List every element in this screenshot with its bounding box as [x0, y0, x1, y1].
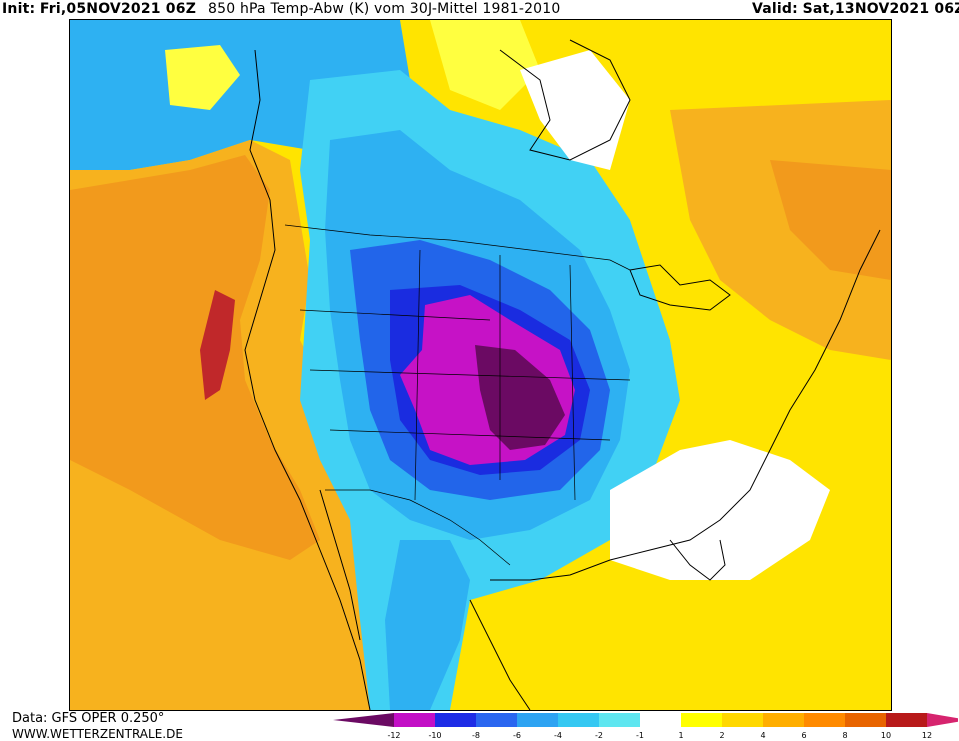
field-hudson-neutral [520, 50, 630, 170]
field-atlantic-canada-warmer [770, 160, 891, 280]
legend-tick-label: 6 [801, 731, 806, 740]
gulf-coast [490, 229, 881, 581]
anomaly-map[interactable] [69, 19, 892, 711]
legend-swatch [476, 713, 517, 727]
legend-tick-label: 1 [678, 731, 683, 740]
field-texas-cool [385, 540, 470, 710]
data-source: Data: GFS OPER 0.250° [12, 711, 165, 726]
legend-swatch [681, 713, 722, 727]
color-legend: -12 -10 -8 -6 -4 -2 -1 1 2 4 6 8 10 12 [333, 713, 958, 740]
legend-tick-label: -1 [636, 731, 644, 740]
baja-coast [319, 489, 361, 641]
field-atlantic-canada-warm [670, 100, 891, 360]
great-lakes [629, 264, 731, 311]
field-arctic-warm [430, 20, 540, 110]
legend-tick-label: 4 [760, 731, 765, 740]
canada-us-border [284, 224, 631, 271]
field-gulf-warm [450, 580, 891, 710]
field-aleutian-warm [165, 45, 240, 110]
legend-swatch [845, 713, 886, 727]
florida [669, 539, 726, 581]
field-southeast-neutral [610, 440, 830, 580]
valid-label: Valid: [752, 1, 798, 17]
legend-tick-label: -10 [428, 731, 441, 740]
website-link[interactable]: WWW.WETTERZENTRALE.DE [12, 727, 183, 741]
legend-tick-label: 12 [922, 731, 932, 740]
legend-swatch [394, 713, 435, 727]
legend-swatch [763, 713, 804, 727]
legend-swatch [804, 713, 845, 727]
legend-tick-label: 2 [719, 731, 724, 740]
legend-tick-label: -12 [387, 731, 400, 740]
legend-swatch [640, 713, 681, 727]
coastlines [244, 39, 881, 710]
west-coast [244, 49, 371, 710]
legend-swatch [599, 713, 640, 727]
legend-swatch [333, 713, 394, 727]
legend-tick-label: -6 [513, 731, 521, 740]
legend-swatch [927, 713, 958, 727]
map-title: 850 hPa Temp-Abw (K) vom 30J-Mittel 1981… [208, 1, 561, 17]
field-pacific-warmer [70, 155, 320, 560]
legend-swatches [333, 713, 958, 727]
legend-tick-label: -4 [554, 731, 562, 740]
legend-swatch [886, 713, 927, 727]
us-mexico-border [325, 489, 511, 566]
borders [284, 224, 631, 566]
legend-swatch [517, 713, 558, 727]
hudson-bay [499, 39, 631, 161]
init-value: Fri,05NOV2021 06Z [39, 1, 197, 17]
valid-time: Valid: Sat,13NOV2021 06Z [752, 1, 959, 17]
mexico-coast [469, 599, 531, 710]
field-california-hot [200, 290, 235, 400]
legend-ticks: -12 -10 -8 -6 -4 -2 -1 1 2 4 6 8 10 12 [387, 731, 932, 740]
legend-tick-label: 8 [842, 731, 847, 740]
field-plains-core [475, 345, 565, 450]
legend-tick-label: -8 [472, 731, 480, 740]
legend-tick-label: -2 [595, 731, 603, 740]
valid-value: Sat,13NOV2021 06Z [802, 1, 959, 17]
anomaly-field [70, 20, 891, 710]
state-lines-1 [299, 249, 631, 501]
legend-swatch [722, 713, 763, 727]
init-label: Init: [2, 1, 36, 17]
legend-swatch [558, 713, 599, 727]
init-time: Init: Fri,05NOV2021 06Z [2, 1, 196, 17]
legend-swatch [435, 713, 476, 727]
legend-tick-label: 10 [881, 731, 891, 740]
